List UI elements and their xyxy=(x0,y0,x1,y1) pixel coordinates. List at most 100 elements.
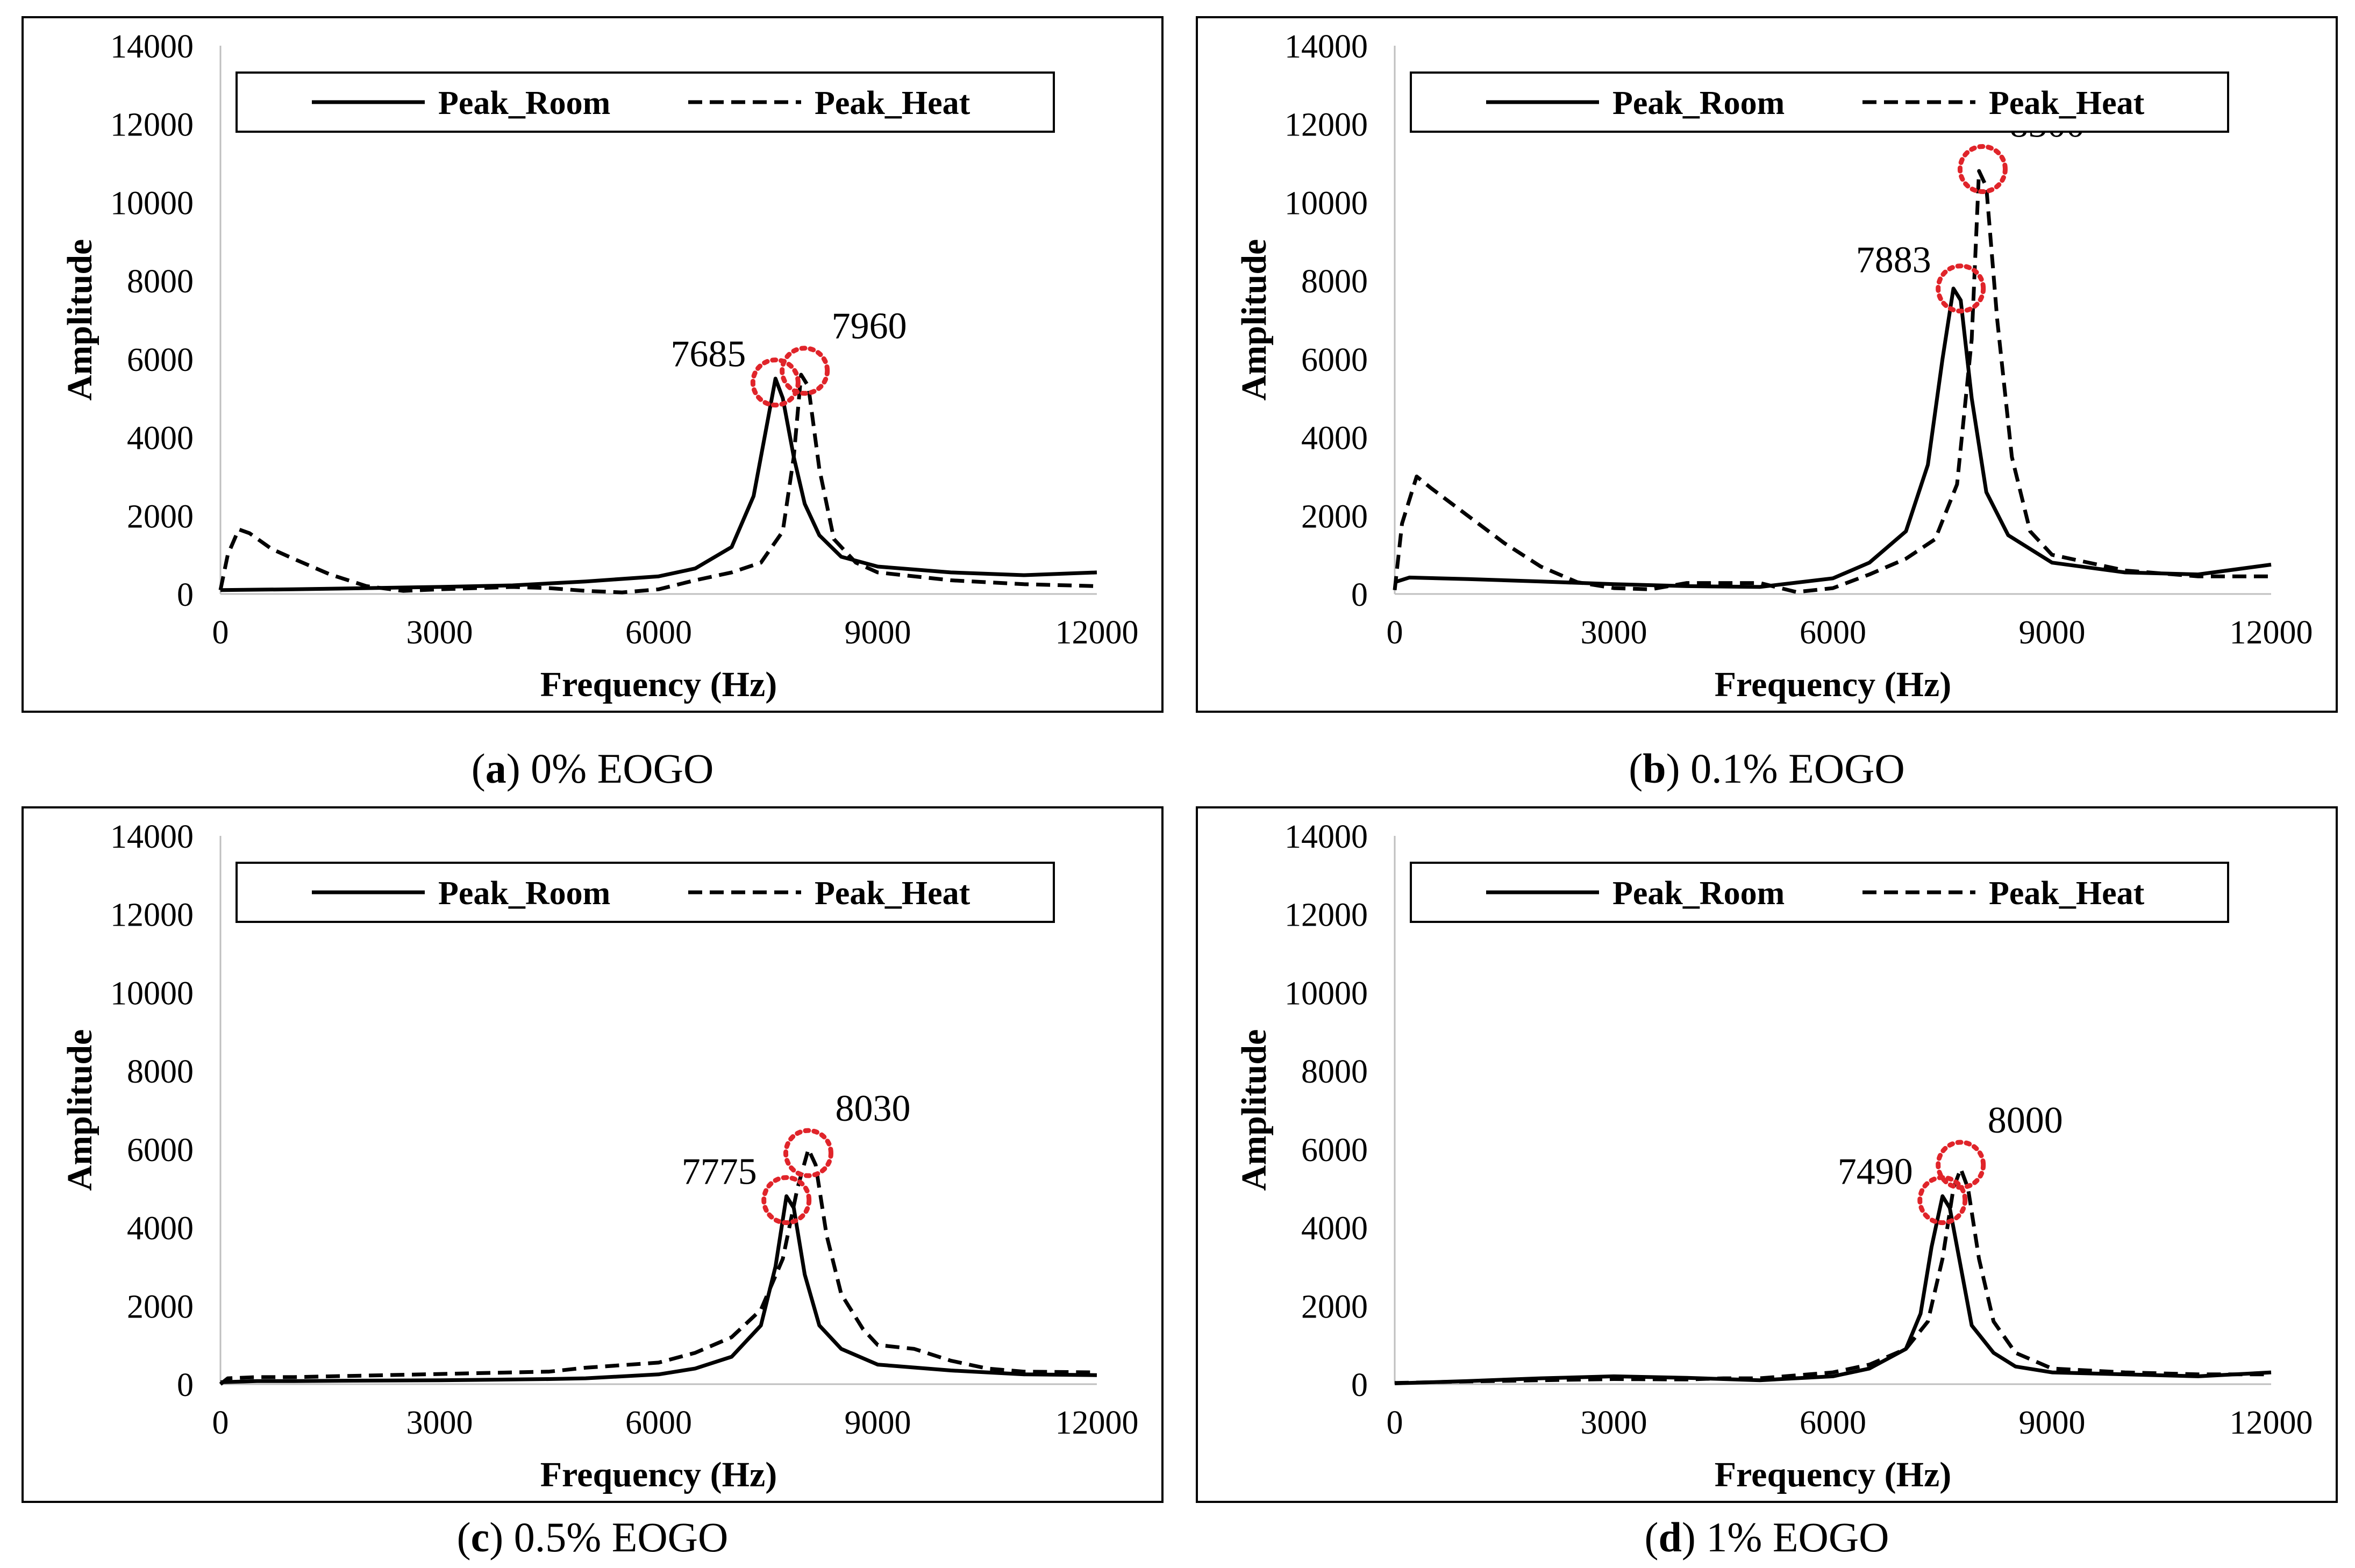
series-line-peak-heat xyxy=(219,1147,1097,1386)
y-tick-label: 10000 xyxy=(110,185,194,221)
peak-label: 7960 xyxy=(832,306,907,347)
x-tick-label: 12000 xyxy=(1055,1405,1139,1441)
x-tick-label: 0 xyxy=(1387,1405,1403,1441)
chart-frame xyxy=(1196,806,2338,1503)
x-tick-label: 12000 xyxy=(2230,1405,2313,1441)
x-tick-label: 3000 xyxy=(1581,614,1647,651)
x-tick-label: 3000 xyxy=(406,614,473,651)
legend-label: Peak_Heat xyxy=(1989,875,2145,912)
y-tick-label: 6000 xyxy=(1301,342,1368,378)
legend-label: Peak_Room xyxy=(438,875,610,912)
caption-b: (b) 0.1% EOGO xyxy=(1629,745,1905,792)
y-tick-label: 4000 xyxy=(1301,420,1368,457)
x-tick-label: 0 xyxy=(1387,614,1403,651)
chart-panel-d: 0 2000 4000 6000 8000 10000 12000 14000 0 3000 600… xyxy=(1196,806,2338,1503)
y-tick-label: 6000 xyxy=(1301,1132,1368,1169)
peak-marker-circle xyxy=(1957,144,2008,194)
x-tick-label: 9000 xyxy=(2019,614,2086,651)
legend-label: Peak_Room xyxy=(1612,875,1785,912)
y-tick-label: 12000 xyxy=(110,107,194,144)
y-tick-label: 0 xyxy=(177,1367,194,1404)
y-tick-label: 8000 xyxy=(1301,1054,1368,1090)
y-tick-label: 10000 xyxy=(1284,185,1368,221)
x-tick-label: 3000 xyxy=(1581,1405,1647,1441)
y-tick-label: 6000 xyxy=(127,1132,194,1169)
series-line-peak-heat xyxy=(218,373,1097,595)
x-tick-label: 6000 xyxy=(1800,1405,1866,1441)
series-line-peak-heat xyxy=(1394,1166,2271,1385)
series-line-peak-heat xyxy=(1393,169,2271,594)
y-tick-label: 14000 xyxy=(110,819,194,855)
x-tick-label: 0 xyxy=(212,1405,229,1441)
x-tick-label: 12000 xyxy=(1055,614,1139,651)
chart-frame xyxy=(22,16,1164,713)
x-axis-title: Frequency (Hz) xyxy=(540,665,777,704)
y-tick-label: 2000 xyxy=(127,498,194,535)
y-axis-title: Amplitude xyxy=(1234,1029,1274,1191)
y-tick-label: 14000 xyxy=(110,28,194,65)
y-tick-label: 8000 xyxy=(127,1054,194,1090)
x-tick-label: 6000 xyxy=(1800,614,1866,651)
y-tick-label: 10000 xyxy=(110,975,194,1012)
y-tick-label: 12000 xyxy=(110,897,194,934)
peak-marker-circle xyxy=(783,1128,833,1178)
x-tick-label: 6000 xyxy=(625,1405,692,1441)
x-tick-label: 3000 xyxy=(406,1405,473,1441)
caption-d: (d) 1% EOGO xyxy=(1644,1514,1889,1560)
peak-label: 8000 xyxy=(1988,1100,2063,1141)
y-tick-label: 10000 xyxy=(1284,975,1368,1012)
legend-label: Peak_Room xyxy=(1612,85,1785,121)
y-tick-label: 0 xyxy=(177,577,194,613)
series-line-peak-room xyxy=(1394,287,2272,589)
y-axis-title: Amplitude xyxy=(1234,239,1274,401)
peak-label: 8030 xyxy=(835,1088,910,1129)
x-tick-label: 0 xyxy=(212,614,229,651)
peak-marker-circle xyxy=(1936,263,1986,314)
y-tick-label: 2000 xyxy=(127,1288,194,1325)
peak-label: 7883 xyxy=(1856,240,1931,281)
y-tick-label: 8000 xyxy=(1301,263,1368,300)
y-tick-label: 8000 xyxy=(127,263,194,300)
legend-label: Peak_Room xyxy=(438,85,610,121)
y-tick-label: 0 xyxy=(1351,1367,1368,1404)
y-tick-label: 12000 xyxy=(1284,107,1368,144)
x-tick-label: 6000 xyxy=(625,614,692,651)
y-axis-title: Amplitude xyxy=(60,239,99,401)
chart-panel-a: 0 2000 4000 6000 8000 10000 12000 14000 0 3000 600… xyxy=(22,16,1164,713)
legend-label: Peak_Heat xyxy=(815,875,970,912)
peak-marker-circle xyxy=(750,357,801,408)
x-tick-label: 9000 xyxy=(845,1405,911,1441)
y-tick-label: 0 xyxy=(1351,577,1368,613)
y-tick-label: 4000 xyxy=(127,420,194,457)
legend-label: Peak_Heat xyxy=(815,85,970,121)
series-line-peak-room xyxy=(220,376,1097,592)
chart-frame xyxy=(1196,16,2338,713)
chart-panel-c: 0 2000 4000 6000 8000 10000 12000 14000 0 3000 600… xyxy=(22,806,1164,1503)
series-line-peak-room xyxy=(1394,1194,2272,1385)
peak-marker-circle xyxy=(761,1175,812,1226)
legend-label: Peak_Heat xyxy=(1989,85,2145,121)
series-line-peak-room xyxy=(220,1194,1097,1384)
x-tick-label: 9000 xyxy=(845,614,911,651)
x-tick-label: 12000 xyxy=(2230,614,2313,651)
x-axis-title: Frequency (Hz) xyxy=(1715,1455,1952,1494)
y-tick-label: 4000 xyxy=(1301,1211,1368,1247)
chart-frame xyxy=(22,806,1164,1503)
peak-marker-circle xyxy=(780,346,830,396)
caption-a: (a) 0% EOGO xyxy=(471,745,714,792)
y-tick-label: 12000 xyxy=(1284,897,1368,934)
y-axis-title: Amplitude xyxy=(60,1029,99,1191)
line-chart-a: 0 2000 4000 6000 8000 10000 12000 14000 0 3000 600… xyxy=(22,16,1164,713)
peak-label: 7685 xyxy=(670,334,746,375)
y-tick-label: 6000 xyxy=(127,342,194,378)
x-tick-label: 9000 xyxy=(2019,1405,2086,1441)
chart-panel-b: 0 2000 4000 6000 8000 10000 12000 14000 0 3000 600… xyxy=(1196,16,2338,713)
caption-c: (c) 0.5% EOGO xyxy=(456,1514,729,1560)
y-tick-label: 2000 xyxy=(1301,1288,1368,1325)
line-chart-b: 0 2000 4000 6000 8000 10000 12000 14000 0 3000 600… xyxy=(1196,16,2338,713)
peak-label: 7490 xyxy=(1838,1151,1913,1193)
y-tick-label: 2000 xyxy=(1301,498,1368,535)
y-tick-label: 14000 xyxy=(1284,819,1368,855)
y-tick-label: 4000 xyxy=(127,1211,194,1247)
line-chart-c: 0 2000 4000 6000 8000 10000 12000 14000 0 3000 600… xyxy=(22,806,1164,1503)
